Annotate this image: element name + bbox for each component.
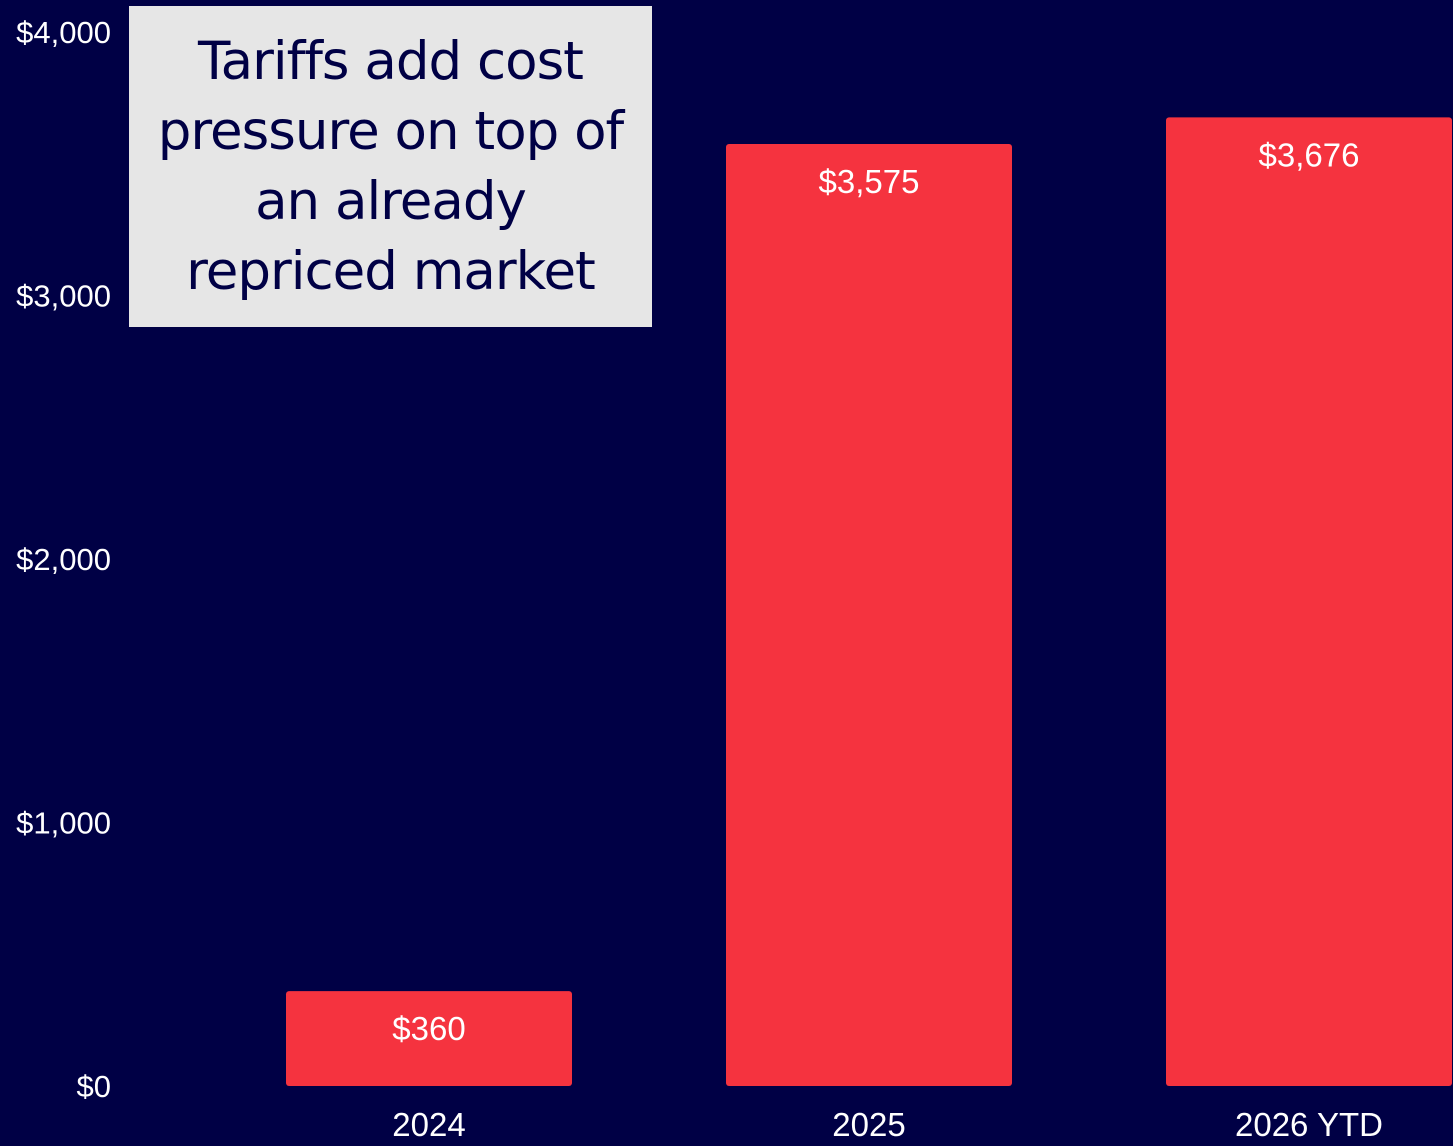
bar-value-label: $3,676 [1259, 136, 1360, 173]
y-tick-label: $4,000 [16, 15, 111, 50]
x-tick-label: 2026 YTD [1235, 1106, 1383, 1143]
x-tick-label: 2024 [392, 1106, 465, 1143]
callout-line: pressure on top of [157, 100, 624, 162]
y-axis: $0 $1,000 $2,000 $3,000 $4,000 [16, 15, 111, 1104]
bars: $360 $3,575 $3,676 [286, 117, 1452, 1087]
callout-line: an already [255, 170, 527, 232]
callout-line: repriced market [186, 240, 596, 302]
bar [726, 143, 1012, 1087]
bar-value-label: $3,575 [819, 163, 920, 200]
callout-line: Tariffs add cost [198, 30, 584, 92]
y-tick-label: $3,000 [16, 279, 111, 314]
bar [1166, 117, 1452, 1086]
x-tick-label: 2025 [832, 1106, 905, 1143]
y-tick-label: $2,000 [16, 542, 111, 577]
bar [286, 991, 572, 1086]
y-tick-label: $1,000 [16, 806, 111, 841]
callout-text: Tariffs add cost pressure on top of an a… [157, 27, 624, 307]
y-tick-label: $0 [77, 1069, 111, 1104]
x-axis: 2024 2025 2026 YTD [392, 1106, 1383, 1143]
bar-value-label: $360 [392, 1010, 465, 1047]
annotation-callout: Tariffs add cost pressure on top of an a… [129, 6, 652, 327]
